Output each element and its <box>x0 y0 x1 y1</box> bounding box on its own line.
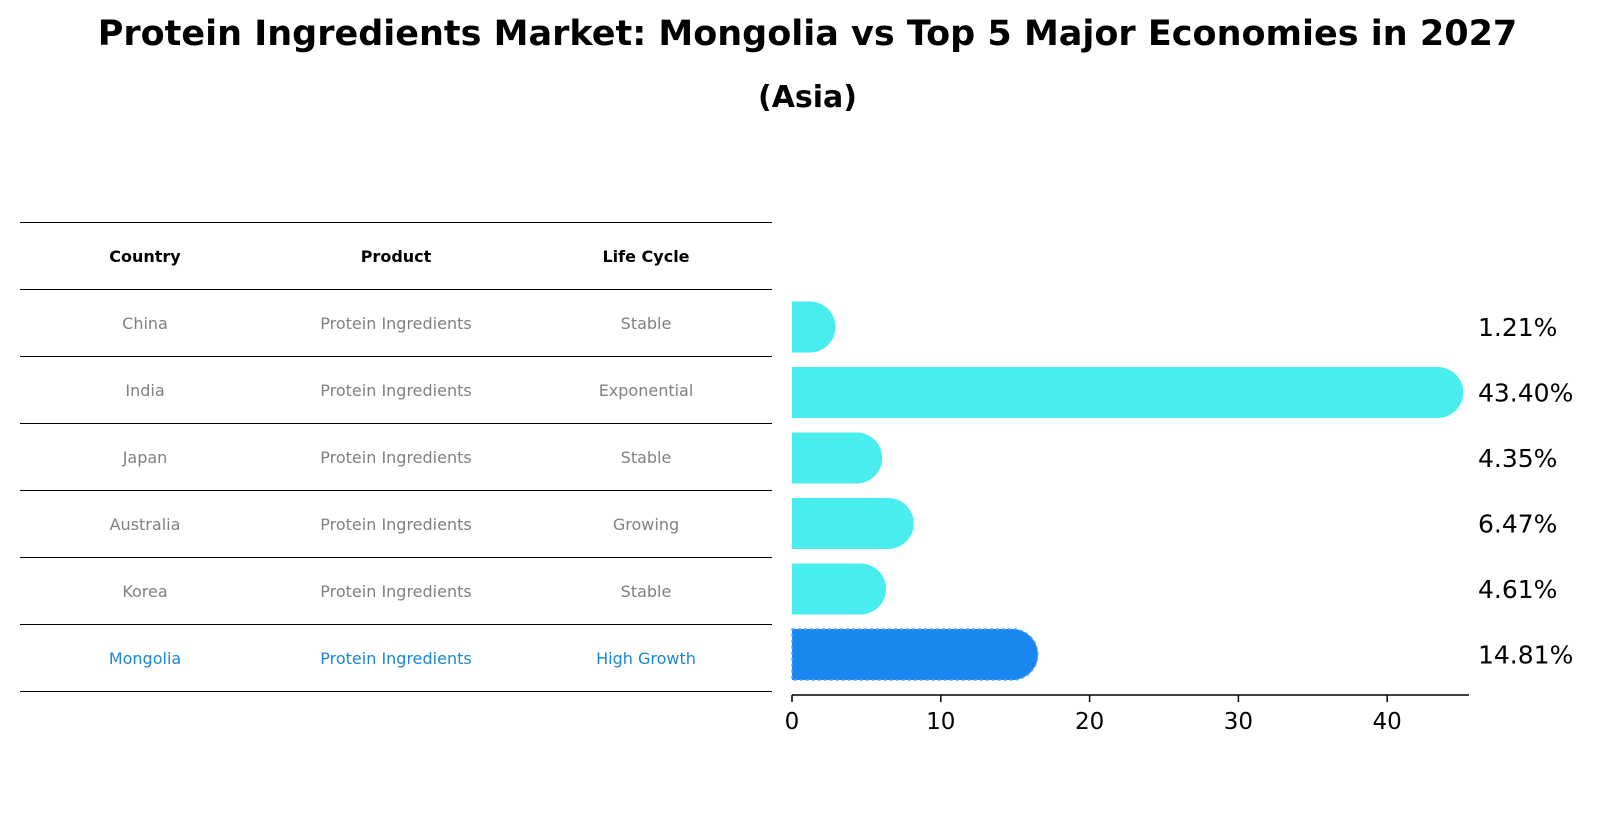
x-tick-label: 10 <box>926 709 955 735</box>
header-life-cycle: Life Cycle <box>602 246 690 266</box>
chart-subtitle: (Asia) <box>757 80 858 115</box>
product-cell: Protein Ingredients <box>320 514 472 534</box>
bar-mongolia <box>791 628 1039 681</box>
chart-title: Protein Ingredients Market: Mongolia vs … <box>97 14 1518 54</box>
bar-india <box>792 367 1464 418</box>
table-row: China Protein Ingredients Stable <box>20 289 772 356</box>
product-cell: Protein Ingredients <box>320 581 472 601</box>
bar-australia <box>792 498 914 549</box>
table-row: India Protein Ingredients Exponential <box>20 356 772 423</box>
life-cycle-cell: Stable <box>620 581 672 601</box>
country-cell: Australia <box>109 514 181 534</box>
table-row: Korea Protein Ingredients Stable <box>20 557 772 624</box>
life-cycle-cell: Growing <box>612 514 680 534</box>
product-cell: Protein Ingredients <box>320 313 472 333</box>
bar-china <box>792 301 836 353</box>
country-cell: India <box>125 380 165 400</box>
header-country: Country <box>109 246 181 266</box>
bar-korea <box>792 563 887 615</box>
country-cell: Japan <box>122 447 168 467</box>
x-tick-label: 30 <box>1224 709 1253 735</box>
product-cell: Protein Ingredients <box>320 380 472 400</box>
life-cycle-cell: Stable <box>620 447 672 467</box>
life-cycle-cell: Stable <box>620 313 672 333</box>
table-row: Australia Protein Ingredients Growing <box>20 490 772 557</box>
data-table: Country Product Life Cycle China Protein… <box>20 222 772 692</box>
country-cell: China <box>122 313 168 333</box>
life-cycle-cell: Exponential <box>598 380 694 400</box>
table-header-row: Country Product Life Cycle <box>20 222 772 289</box>
value-label-korea: 4.61% <box>1478 575 1557 604</box>
value-label-china: 1.21% <box>1478 313 1557 342</box>
bar-japan <box>792 432 883 484</box>
product-cell: Protein Ingredients <box>320 447 472 467</box>
value-label-australia: 6.47% <box>1478 510 1557 539</box>
country-cell: Korea <box>122 581 168 601</box>
table-row: Japan Protein Ingredients Stable <box>20 423 772 490</box>
life-cycle-cell: High Growth <box>596 648 696 668</box>
table-row-highlight: Mongolia Protein Ingredients High Growth <box>20 624 772 692</box>
value-label-japan: 4.35% <box>1478 444 1557 473</box>
x-tick-label: 20 <box>1075 709 1104 735</box>
value-label-india: 43.40% <box>1478 379 1573 408</box>
product-cell: Protein Ingredients <box>320 648 472 668</box>
x-tick-label: 40 <box>1373 709 1402 735</box>
header-product: Product <box>360 246 432 266</box>
value-label-mongolia: 14.81% <box>1478 641 1573 670</box>
x-tick-label: 0 <box>785 709 800 735</box>
country-cell: Mongolia <box>108 648 182 668</box>
